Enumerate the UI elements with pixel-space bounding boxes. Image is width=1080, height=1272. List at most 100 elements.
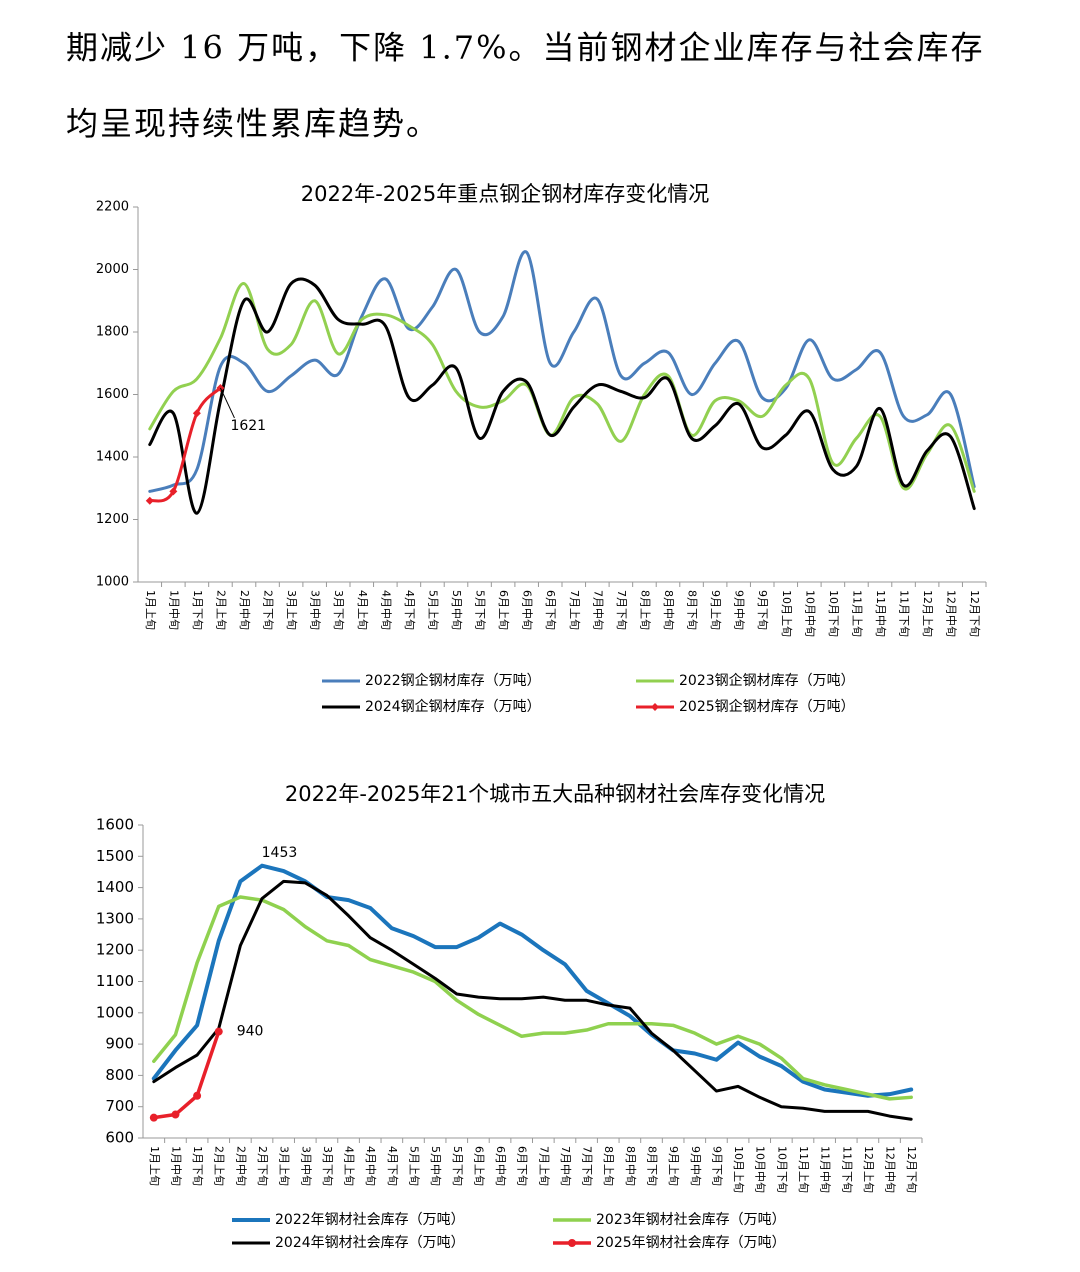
- x-tick-label: 4月中旬: [379, 590, 392, 630]
- x-tick-label: 2月中旬: [238, 590, 251, 630]
- y-tick-label: 1400: [96, 450, 129, 465]
- x-tick-label: 7月下旬: [615, 590, 628, 630]
- x-tick-label: 1月中旬: [167, 590, 180, 630]
- x-tick-label: 1月下旬: [191, 1146, 204, 1186]
- data-point: [145, 496, 154, 505]
- legend-label: 2024年钢材社会库存（万吨）: [275, 1235, 465, 1251]
- x-tick-label: 5月下旬: [474, 590, 487, 630]
- x-tick-label: 4月上旬: [343, 1146, 356, 1186]
- x-tick-label: 7月上旬: [568, 590, 581, 630]
- x-tick-label: 10月下旬: [827, 590, 840, 637]
- legend-label: 2024钢企钢材库存（万吨）: [365, 698, 541, 715]
- annotation: 940: [237, 1024, 264, 1040]
- x-tick-label: 10月上旬: [780, 590, 793, 637]
- x-tick-label: 11月上旬: [850, 590, 863, 637]
- y-tick-label: 800: [105, 1066, 134, 1084]
- x-tick-label: 12月下旬: [905, 1146, 918, 1193]
- y-tick-label: 1000: [96, 1003, 134, 1021]
- x-tick-label: 1月下旬: [191, 590, 204, 630]
- legend-label: 2025钢企钢材库存（万吨）: [679, 698, 855, 715]
- x-tick-label: 6月中旬: [521, 590, 534, 630]
- legend-marker: [568, 1239, 576, 1247]
- y-tick-label: 1800: [96, 325, 129, 340]
- x-tick-label: 5月上旬: [407, 1146, 420, 1186]
- x-tick-label: 3月中旬: [309, 590, 322, 630]
- x-tick-label: 11月中旬: [819, 1146, 832, 1193]
- x-tick-label: 7月下旬: [581, 1146, 594, 1186]
- x-tick-label: 11月中旬: [874, 590, 887, 637]
- chart-title: 2022年-2025年重点钢企钢材库存变化情况: [301, 182, 709, 206]
- y-tick-label: 1500: [96, 847, 134, 865]
- x-tick-label: 9月下旬: [710, 1146, 723, 1186]
- x-tick-label: 4月下旬: [386, 1146, 399, 1186]
- legend-label: 2022年钢材社会库存（万吨）: [275, 1212, 465, 1228]
- paragraph-line: 期减少 16 万吨，下降 1.7%。当前钢材企业库存与社会库存: [66, 29, 985, 67]
- x-tick-label: 8月下旬: [646, 1146, 659, 1186]
- x-tick-label: 9月中旬: [733, 590, 746, 630]
- series-line: [152, 879, 913, 1121]
- x-tick-label: 12月上旬: [921, 590, 934, 637]
- x-tick-label: 1月上旬: [148, 1146, 161, 1186]
- series-line: [148, 282, 976, 493]
- legend-marker: [651, 703, 659, 711]
- x-tick-label: 1月上旬: [144, 590, 157, 630]
- x-tick-label: 3月下旬: [332, 590, 345, 630]
- chart-title: 2022年-2025年21个城市五大品种钢材社会库存变化情况: [285, 782, 825, 806]
- x-tick-label: 11月下旬: [840, 1146, 853, 1193]
- legend-label: 2023钢企钢材库存（万吨）: [679, 672, 855, 689]
- x-tick-label: 8月上旬: [602, 1146, 615, 1186]
- x-tick-label: 8月下旬: [686, 590, 699, 630]
- x-tick-label: 5月下旬: [451, 1146, 464, 1186]
- data-point: [171, 1110, 180, 1119]
- y-tick-label: 1200: [96, 512, 129, 527]
- series-line: [152, 1029, 221, 1120]
- x-tick-label: 7月中旬: [591, 590, 604, 630]
- legend-label: 2023年钢材社会库存（万吨）: [596, 1212, 786, 1228]
- y-tick-label: 600: [105, 1129, 134, 1147]
- x-tick-label: 11月下旬: [898, 590, 911, 637]
- x-tick-label: 5月中旬: [450, 590, 463, 630]
- data-point: [169, 487, 178, 496]
- paragraph-line: 均呈现持续性累库趋势。: [66, 105, 440, 143]
- x-tick-label: 3月上旬: [278, 1146, 291, 1186]
- x-tick-label: 3月上旬: [285, 590, 298, 630]
- x-tick-label: 10月上旬: [732, 1146, 745, 1193]
- y-tick-label: 1000: [96, 575, 129, 590]
- y-tick-label: 900: [105, 1035, 134, 1053]
- legend-label: 2025年钢材社会库存（万吨）: [596, 1235, 786, 1251]
- x-tick-label: 8月中旬: [662, 590, 675, 630]
- x-tick-label: 9月中旬: [689, 1146, 702, 1186]
- x-tick-label: 11月上旬: [797, 1146, 810, 1193]
- series-line: [151, 863, 914, 1098]
- x-tick-label: 2月上旬: [214, 590, 227, 630]
- x-tick-label: 9月上旬: [709, 590, 722, 630]
- data-point: [149, 1113, 158, 1122]
- x-tick-label: 6月上旬: [497, 590, 510, 630]
- y-tick-label: 2200: [96, 200, 129, 215]
- x-tick-label: 6月上旬: [472, 1146, 485, 1186]
- x-tick-label: 3月中旬: [299, 1146, 312, 1186]
- x-tick-label: 8月中旬: [624, 1146, 637, 1186]
- legend-label: 2022钢企钢材库存（万吨）: [365, 672, 541, 689]
- x-tick-label: 3月下旬: [321, 1146, 334, 1186]
- x-tick-label: 2月中旬: [234, 1146, 247, 1186]
- x-tick-label: 6月下旬: [544, 590, 557, 630]
- data-point: [192, 409, 201, 418]
- x-tick-label: 7月上旬: [537, 1146, 550, 1186]
- x-tick-label: 6月中旬: [494, 1146, 507, 1186]
- x-tick-label: 7月中旬: [559, 1146, 572, 1186]
- y-tick-label: 1200: [96, 941, 134, 959]
- x-tick-label: 2月下旬: [256, 1146, 269, 1186]
- x-tick-label: 10月下旬: [775, 1146, 788, 1193]
- x-tick-label: 12月下旬: [968, 590, 981, 637]
- series-line: [152, 895, 913, 1101]
- x-tick-label: 4月中旬: [364, 1146, 377, 1186]
- x-tick-label: 9月上旬: [667, 1146, 680, 1186]
- x-tick-label: 2月上旬: [213, 1146, 226, 1186]
- y-tick-label: 1600: [96, 387, 129, 402]
- x-tick-label: 1月中旬: [169, 1146, 182, 1186]
- series-line: [148, 250, 976, 493]
- x-tick-label: 5月上旬: [426, 590, 439, 630]
- x-tick-label: 12月上旬: [862, 1146, 875, 1193]
